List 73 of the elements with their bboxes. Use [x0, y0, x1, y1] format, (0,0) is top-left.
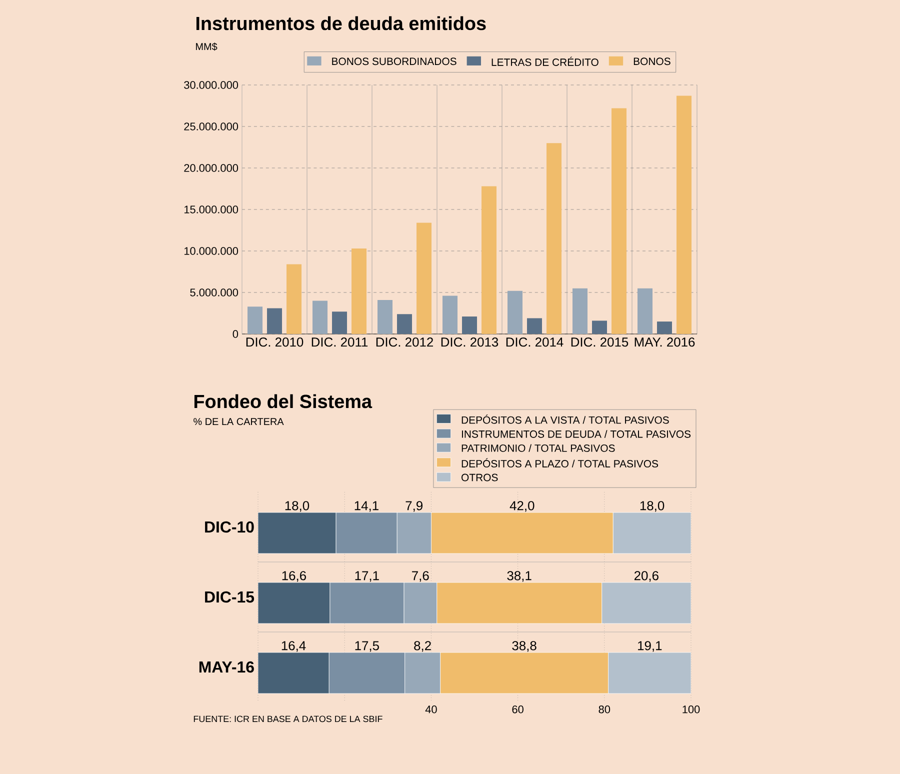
bar	[258, 512, 336, 554]
bar	[258, 652, 330, 694]
y-tick-label: 25.000.000	[184, 122, 238, 130]
bar	[416, 222, 432, 334]
data-label: 8,2	[414, 641, 431, 652]
bar	[258, 582, 330, 624]
y-tick-label: DIC-10	[205, 521, 254, 533]
data-label: 16,6	[282, 571, 306, 582]
bar	[248, 306, 263, 334]
y-tick-label: 30.000.000	[184, 81, 238, 89]
bar	[546, 143, 562, 334]
x-tick-label: 40	[425, 706, 437, 714]
bar	[638, 288, 653, 334]
y-tick-label: 10.000.000	[184, 247, 238, 255]
data-label: 7,6	[412, 571, 429, 582]
data-label: 42,0	[510, 501, 534, 512]
bar	[397, 314, 412, 334]
legend-label: PATRIMONIO / TOTAL PASIVOS	[462, 444, 615, 452]
chart-subtitle: % DE LA CARTERA	[194, 418, 284, 426]
x-tick-label: 60	[512, 706, 524, 714]
bar	[442, 296, 458, 334]
data-label: 18,0	[640, 501, 664, 512]
y-tick-label: 20.000.000	[184, 164, 238, 172]
data-label: 18,0	[285, 501, 310, 512]
bar	[527, 318, 542, 334]
bar	[508, 290, 523, 334]
data-label: 14,1	[354, 501, 378, 512]
legend-label: BONOS SUBORDINADOS	[332, 58, 456, 66]
y-tick-label: 5.000.000	[190, 288, 238, 296]
source-note: FUENTE: ICR EN BASE A DATOS DE LA SBIF	[194, 716, 382, 722]
y-tick-label: 0	[232, 330, 238, 338]
data-label: 17,5	[355, 641, 379, 652]
bar	[657, 322, 672, 334]
bar	[612, 108, 627, 334]
data-label: 38,1	[507, 571, 532, 582]
data-label: 17,1	[355, 571, 379, 582]
x-tick-label: DIC. 2010	[246, 338, 304, 347]
bar	[592, 320, 608, 334]
data-label: 38,8	[512, 641, 536, 652]
bar	[286, 264, 302, 334]
bar	[267, 308, 282, 334]
bar	[462, 316, 478, 334]
bar	[378, 300, 393, 334]
data-label: 16,4	[282, 641, 306, 652]
bar	[676, 96, 692, 334]
legend-label: OTROS	[462, 474, 498, 482]
legend-label: DEPÓSITOS A LA VISTA / TOTAL PASIVOS	[462, 414, 669, 424]
bar	[482, 186, 497, 334]
y-tick-label: DIC-15	[205, 591, 254, 603]
x-tick-label: DIC. 2012	[376, 338, 433, 347]
y-tick-label: 15.000.000	[184, 206, 238, 214]
x-tick-label: DIC. 2011	[312, 338, 368, 347]
data-label: 20,6	[634, 571, 658, 582]
x-tick-label: MAY. 2016	[634, 338, 695, 347]
x-tick-label: 80	[598, 706, 610, 714]
chart-title: Fondeo del Sistema	[194, 394, 372, 408]
bar	[352, 248, 367, 334]
chart-title: Instrumentos de deuda emitidos	[196, 16, 486, 30]
bar	[332, 312, 348, 334]
legend-label: LETRAS DE CRÉDITO	[492, 56, 598, 66]
bar	[312, 300, 328, 334]
x-tick-label: DIC. 2015	[571, 338, 628, 347]
y-tick-label: MAY-16	[199, 661, 254, 673]
x-tick-label: DIC. 2013	[441, 338, 498, 347]
legend-label: INSTRUMENTOS DE DEUDA / TOTAL PASIVOS	[462, 430, 691, 438]
legend-label: DEPÓSITOS A PLAZO / TOTAL PASIVOS	[462, 458, 658, 468]
data-label: 19,1	[638, 641, 662, 652]
data-label: 7,9	[406, 501, 422, 512]
x-tick-label: 100	[682, 706, 700, 714]
legend-label: BONOS	[634, 58, 670, 66]
x-tick-label: DIC. 2014	[506, 338, 564, 347]
y-axis-title: MM$	[196, 42, 218, 51]
bar	[572, 288, 588, 334]
